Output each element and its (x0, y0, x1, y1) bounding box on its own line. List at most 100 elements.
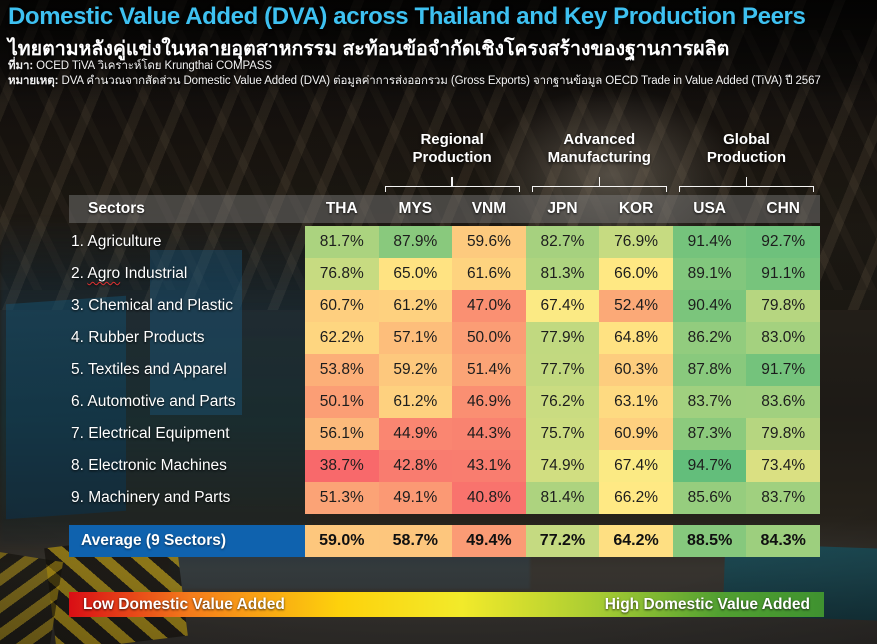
column-header-chn: CHN (766, 200, 800, 217)
legend-high-label: High Domestic Value Added (604, 595, 810, 613)
source-text: OCED TiVA วิเคราะห์โดย Krungthai COMPASS (36, 60, 272, 72)
table-cell: 42.8% (378, 450, 453, 482)
row-label: 4. Rubber Products (71, 329, 205, 346)
table-header-band (69, 195, 820, 223)
column-group-label: Global Production (706, 131, 787, 166)
misspelling-underline: Agro (87, 265, 121, 282)
table-cell: 59.2% (378, 354, 453, 386)
background-hazard-stripes (0, 551, 64, 644)
table-cell: 91.4% (672, 226, 747, 258)
table-cell: 83.0% (746, 322, 820, 354)
table-cell: 64.8% (599, 322, 673, 354)
column-group-label: Advanced Manufacturing (547, 131, 651, 166)
average-cell: 77.2% (525, 525, 600, 557)
table-cell: 85.6% (672, 482, 747, 514)
table-cell: 51.4% (452, 354, 526, 386)
note-text: DVA คำนวณจากสัดส่วน Domestic Value Added… (61, 75, 821, 87)
table-cell: 83.7% (672, 386, 747, 418)
column-header-usa: USA (693, 200, 726, 217)
row-label: 5. Textiles and Apparel (71, 361, 227, 378)
table-cell: 79.8% (746, 290, 820, 322)
column-header-tha: THA (325, 200, 358, 217)
table-cell: 38.7% (305, 450, 379, 482)
table-cell: 76.9% (599, 226, 673, 258)
note-label: หมายเหตุ: (8, 75, 59, 87)
table-cell: 57.1% (378, 322, 453, 354)
note-line: หมายเหตุ: DVA คำนวณจากสัดส่วน Domestic V… (8, 75, 821, 88)
table-cell: 50.0% (452, 322, 526, 354)
table-cell: 74.9% (525, 450, 600, 482)
table-cell: 66.0% (599, 258, 673, 290)
table-cell: 91.1% (746, 258, 820, 290)
table-cell: 51.3% (305, 482, 379, 514)
table-cell: 62.2% (305, 322, 379, 354)
column-header-jpn: JPN (547, 200, 578, 217)
table-cell: 87.8% (672, 354, 747, 386)
row-label: 1. Agriculture (71, 233, 162, 250)
average-cell: 59.0% (305, 525, 379, 557)
column-group-bracket (678, 186, 814, 192)
column-header-kor: KOR (618, 200, 654, 217)
table-cell: 89.1% (672, 258, 747, 290)
table-cell: 49.1% (378, 482, 453, 514)
table-cell: 81.3% (525, 258, 600, 290)
table-cell: 76.8% (305, 258, 379, 290)
table-cell: 43.1% (452, 450, 526, 482)
table-cell: 52.4% (599, 290, 673, 322)
row-label: 9. Machinery and Parts (71, 489, 231, 506)
table-cell: 81.4% (525, 482, 600, 514)
table-cell: 46.9% (452, 386, 526, 418)
average-cell: 58.7% (378, 525, 453, 557)
table-cell: 77.9% (525, 322, 600, 354)
column-group-label: Regional Production (412, 131, 492, 166)
table-cell: 56.1% (305, 418, 379, 450)
column-group-bracket (384, 186, 520, 192)
table-cell: 53.8% (305, 354, 379, 386)
table-cell: 79.8% (746, 418, 820, 450)
color-legend: Low Domestic Value Added High Domestic V… (69, 592, 824, 617)
column-header-vnm: VNM (471, 200, 507, 217)
table-cell: 90.4% (672, 290, 747, 322)
table-cell: 67.4% (525, 290, 600, 322)
table-cell: 91.7% (746, 354, 820, 386)
table-cell: 76.2% (525, 386, 600, 418)
table-cell: 40.8% (452, 482, 526, 514)
average-cell: 84.3% (746, 525, 820, 557)
average-cell: 64.2% (599, 525, 673, 557)
table-cell: 60.9% (599, 418, 673, 450)
column-group-bracket (531, 186, 667, 192)
column-group-bracket-tick (598, 177, 601, 186)
sectors-header: Sectors (88, 200, 145, 217)
table-cell: 63.1% (599, 386, 673, 418)
row-label: 8. Electronic Machines (71, 457, 227, 474)
row-label: 2. Agro Industrial (71, 265, 188, 282)
row-label: 3. Chemical and Plastic (71, 297, 233, 314)
average-cell: 49.4% (452, 525, 526, 557)
table-cell: 86.2% (672, 322, 747, 354)
table-cell: 44.9% (378, 418, 453, 450)
subtitle-thai: ไทยตามหลังคู่แข่งในหลายอุตสาหกรรม สะท้อน… (8, 38, 730, 60)
table-cell: 73.4% (746, 450, 820, 482)
table-cell: 61.2% (378, 386, 453, 418)
column-header-mys: MYS (398, 200, 433, 217)
table-cell: 61.6% (452, 258, 526, 290)
average-label: Average (9 Sectors) (69, 525, 305, 557)
table-cell: 94.7% (672, 450, 747, 482)
table-cell: 47.0% (452, 290, 526, 322)
table-cell: 92.7% (746, 226, 820, 258)
row-label: 6. Automotive and Parts (71, 393, 236, 410)
table-cell: 67.4% (599, 450, 673, 482)
source-label: ที่มา: (8, 60, 34, 72)
table-cell: 66.2% (599, 482, 673, 514)
table-cell: 83.7% (746, 482, 820, 514)
legend-low-label: Low Domestic Value Added (83, 595, 285, 613)
table-cell: 83.6% (746, 386, 820, 418)
table-cell: 59.6% (452, 226, 526, 258)
source-line: ที่มา: OCED TiVA วิเคราะห์โดย Krungthai … (8, 60, 272, 73)
table-cell: 50.1% (305, 386, 379, 418)
average-cell: 88.5% (672, 525, 747, 557)
column-group-bracket-tick (451, 177, 453, 186)
table-cell: 61.2% (378, 290, 453, 322)
table-cell: 75.7% (525, 418, 600, 450)
